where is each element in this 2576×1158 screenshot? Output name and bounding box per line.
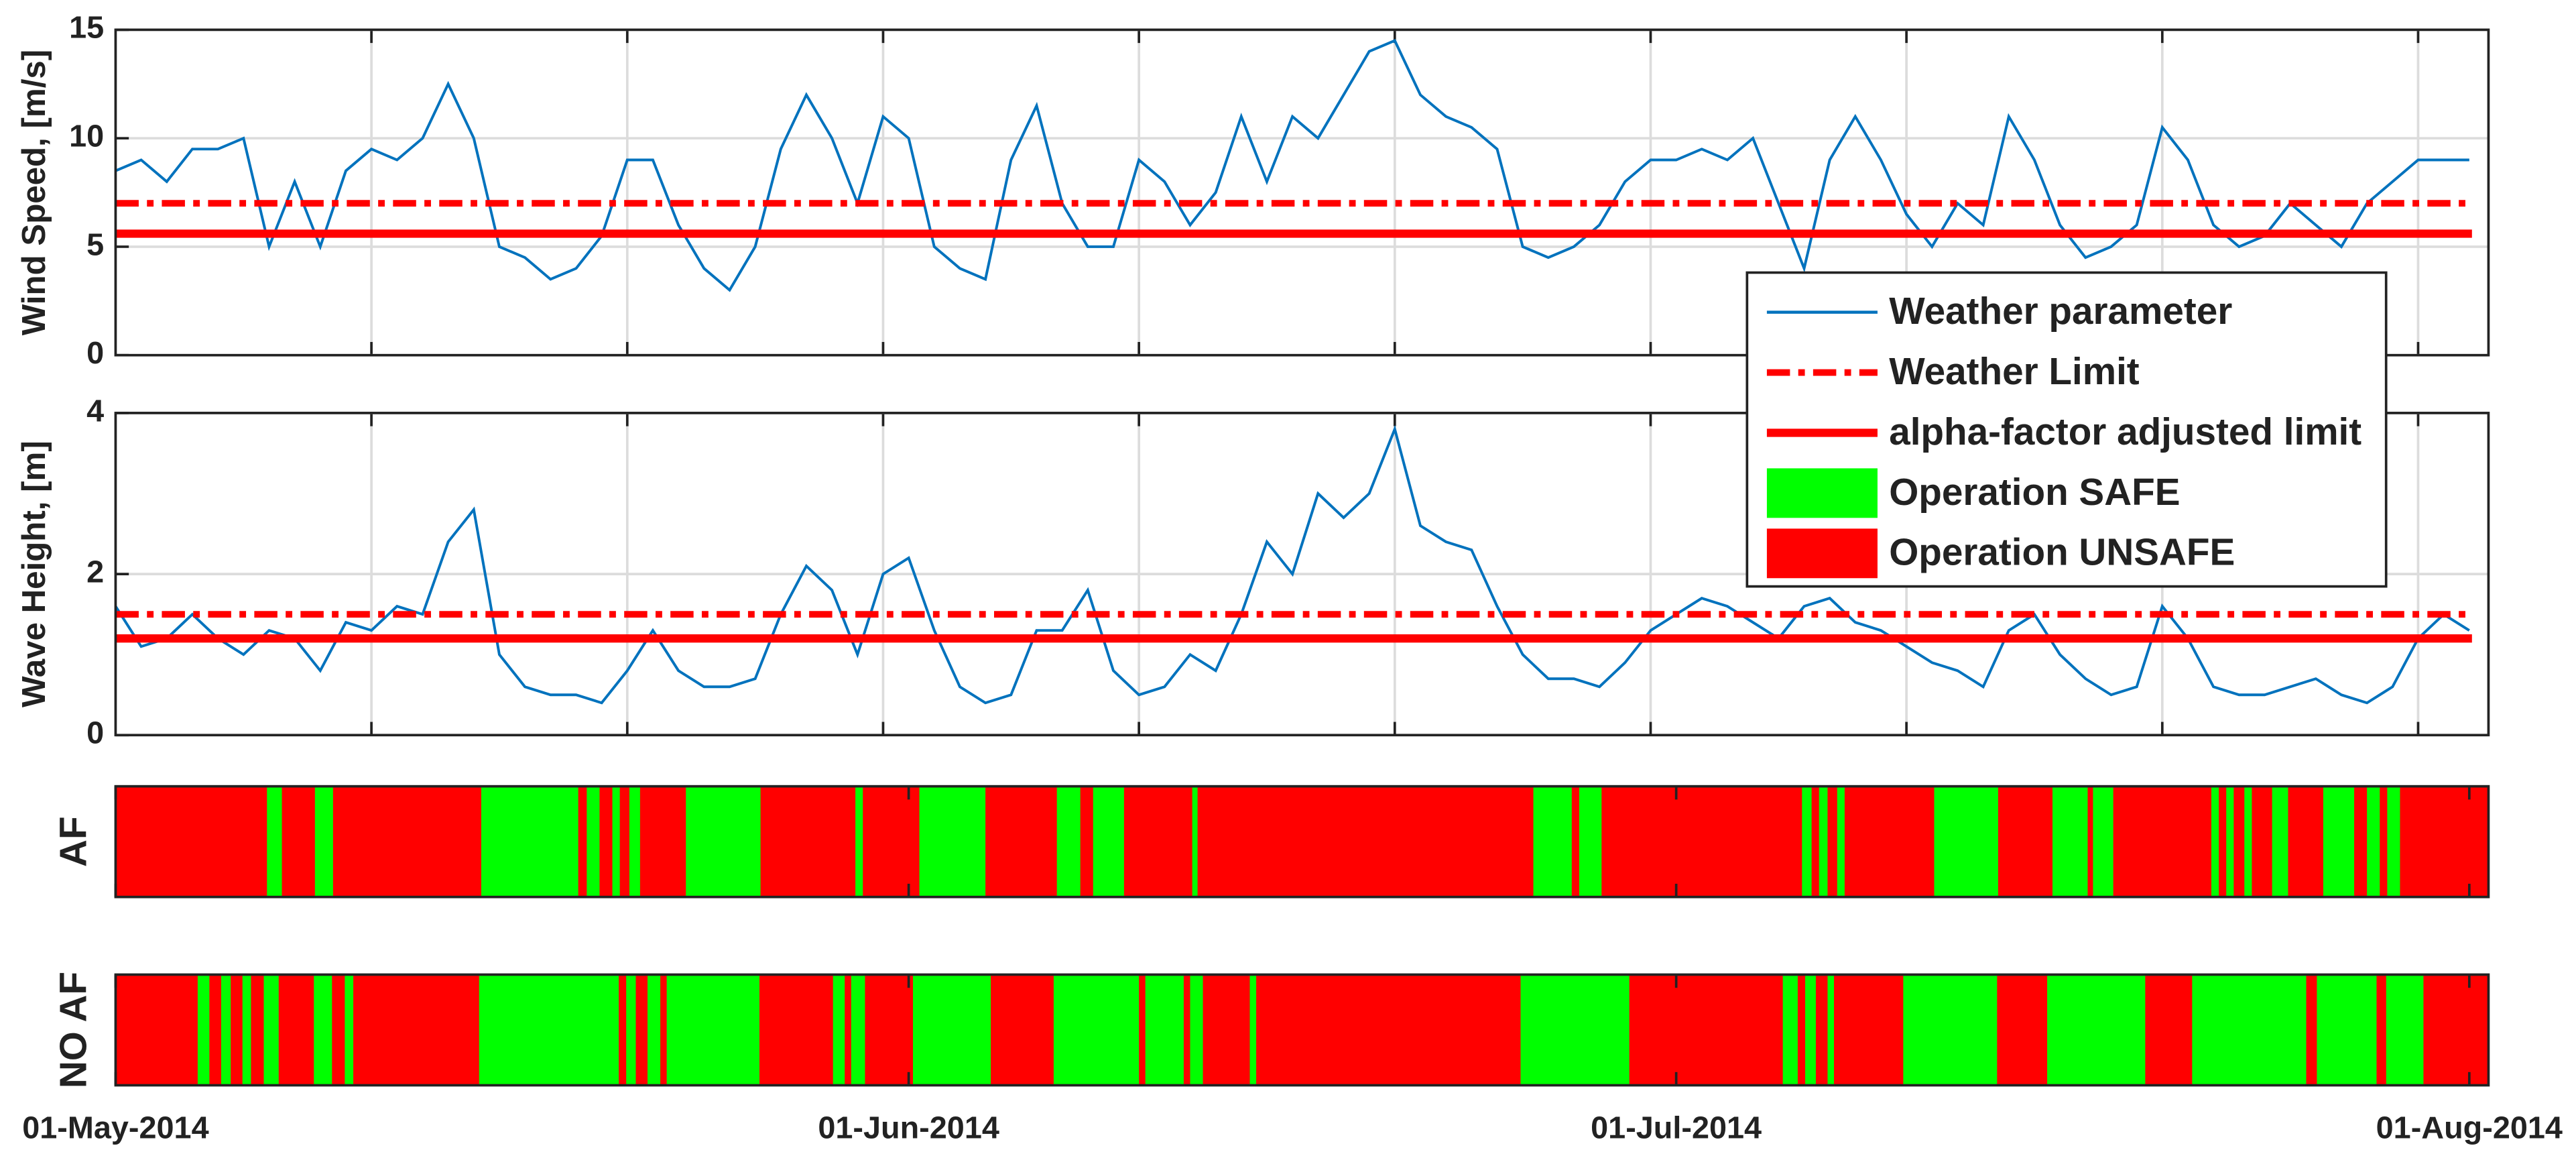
x-tick-label: 01-Jul-2014 xyxy=(1591,1110,1762,1145)
axes-box xyxy=(114,28,2490,357)
safe-interval xyxy=(1520,974,1630,1086)
safe-interval xyxy=(912,974,991,1086)
safe-interval xyxy=(197,974,210,1086)
safe-interval xyxy=(666,974,759,1086)
legend-label: Weather Limit xyxy=(1889,351,2140,393)
safe-interval xyxy=(2244,786,2252,897)
x-tick-label: 01-Aug-2014 xyxy=(2376,1110,2563,1145)
safe-interval xyxy=(629,786,640,897)
safe-interval xyxy=(2386,974,2424,1086)
y-tick-label: 0 xyxy=(86,715,104,750)
safe-interval xyxy=(2052,786,2088,897)
unsafe-background xyxy=(115,786,2489,897)
y-tick-label: 0 xyxy=(86,335,104,370)
safe-interval xyxy=(345,974,354,1086)
safe-interval xyxy=(1249,974,1257,1086)
y-tick-label: 10 xyxy=(69,119,104,154)
legend-label: Operation SAFE xyxy=(1889,471,2180,514)
safe-interval xyxy=(1805,974,1816,1086)
y-tick-label: 4 xyxy=(86,393,104,428)
safe-interval xyxy=(1145,974,1184,1086)
safe-interval xyxy=(2226,786,2234,897)
safe-interval xyxy=(612,786,620,897)
safe-interval xyxy=(1782,974,1798,1086)
safe-interval xyxy=(2317,974,2377,1086)
safe-interval xyxy=(919,786,986,897)
legend-label: alpha-factor adjusted limit xyxy=(1889,411,2362,453)
safe-interval xyxy=(587,786,600,897)
safe-interval xyxy=(686,786,761,897)
series-line xyxy=(115,39,2469,292)
safe-interval xyxy=(2192,974,2307,1086)
safe-interval xyxy=(1190,974,1203,1086)
y-axis-label: Wind Speed, [m/s] xyxy=(15,50,52,335)
safe-interval xyxy=(1053,974,1140,1086)
safe-interval xyxy=(242,974,251,1086)
safe-interval xyxy=(479,974,619,1086)
safe-interval xyxy=(1802,786,1812,897)
safe-interval xyxy=(2211,786,2219,897)
safe-interval xyxy=(267,786,282,897)
safe-interval xyxy=(1093,786,1124,897)
axes-box xyxy=(114,412,2490,737)
x-tick-label: 01-Jun-2014 xyxy=(818,1110,999,1145)
legend-swatch xyxy=(1766,468,1878,518)
safe-interval xyxy=(2272,786,2288,897)
safe-interval xyxy=(2047,974,2146,1086)
y-axis-label: Wave Height, [m] xyxy=(15,441,52,707)
safe-interval xyxy=(626,974,636,1086)
safe-interval xyxy=(647,974,661,1086)
safe-interval xyxy=(314,786,333,897)
y-axis-label: NO AF xyxy=(52,972,95,1088)
safe-interval xyxy=(263,974,279,1086)
safe-interval xyxy=(1934,786,1998,897)
legend-label: Weather parameter xyxy=(1889,290,2232,333)
safe-interval xyxy=(2367,786,2380,897)
safe-interval xyxy=(221,974,231,1086)
safe-interval xyxy=(1533,786,1572,897)
safe-interval xyxy=(851,974,865,1086)
safe-interval xyxy=(1903,974,1998,1086)
safe-interval xyxy=(481,786,578,897)
safe-interval xyxy=(2323,786,2355,897)
y-tick-label: 5 xyxy=(86,227,104,262)
y-axis-label: AF xyxy=(52,816,95,867)
legend-swatch xyxy=(1766,528,1878,579)
safe-interval xyxy=(2093,786,2113,897)
safe-interval xyxy=(1827,974,1834,1086)
legend: Weather parameter Weather Limit alpha-fact… xyxy=(1745,271,2388,588)
y-tick-label: 15 xyxy=(69,10,104,45)
safe-interval xyxy=(2387,786,2400,897)
safe-interval xyxy=(1056,786,1081,897)
safe-interval xyxy=(855,786,863,897)
safe-interval xyxy=(1819,786,1828,897)
series-line xyxy=(114,424,2470,705)
x-tick-label: 01-May-2014 xyxy=(22,1110,208,1145)
axes-box xyxy=(114,785,2490,899)
safe-interval xyxy=(833,974,845,1086)
legend-label: Operation UNSAFE xyxy=(1889,532,2235,574)
y-tick-label: 2 xyxy=(86,554,104,589)
safe-interval xyxy=(1579,786,1602,897)
safe-interval xyxy=(314,974,332,1086)
safe-interval xyxy=(1192,786,1198,897)
safe-interval xyxy=(1837,786,1845,897)
axes-box xyxy=(114,973,2490,1087)
